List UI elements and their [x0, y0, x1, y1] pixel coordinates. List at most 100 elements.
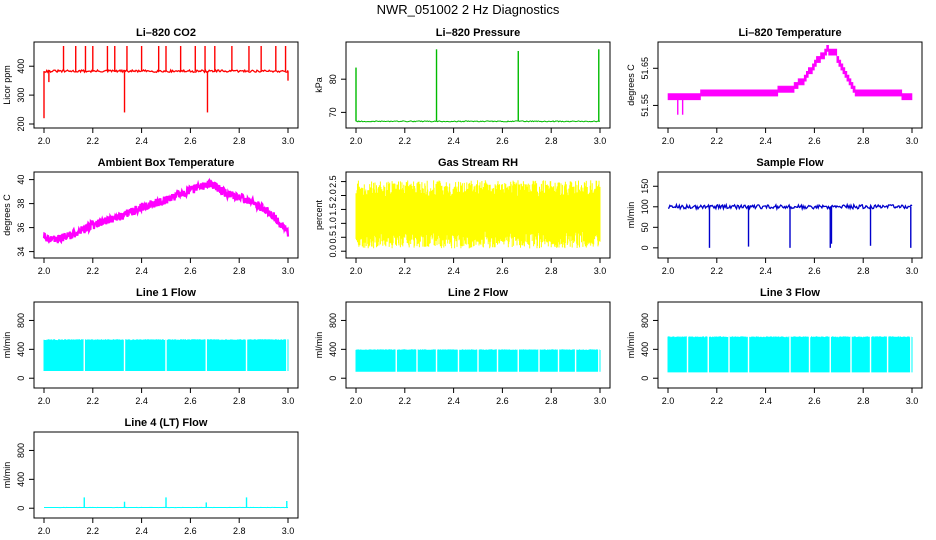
- panel-9-xtick-label: 2.4: [759, 396, 772, 406]
- page-title: NWR_051002 2 Hz Diagnostics: [376, 2, 560, 17]
- panel-1-xtick-label: 2.0: [38, 136, 51, 146]
- panel-5-gas-stream-rh-chart: Gas Stream RH percent 2.0 2.2 2.4 2.6 2.8 3.0 0.…: [314, 157, 611, 276]
- panel-10-xtick-label: 2.2: [87, 526, 100, 536]
- panel-9-ytick-label: 800: [640, 313, 650, 328]
- panel-6-ylabel: ml/min: [626, 202, 636, 229]
- panel-5-xtick-label: 2.0: [350, 266, 363, 276]
- panel-1-xtick-label: 2.8: [233, 136, 246, 146]
- panel-5-ytick-label: 1.0: [328, 217, 338, 230]
- panel-9-series-line-3-fill: [667, 336, 913, 373]
- panel-4-ylabel: degrees C: [2, 194, 12, 236]
- panel-8-xtick-label: 3.0: [594, 396, 607, 406]
- panel-8-frame: [345, 301, 611, 389]
- panel-6-xtick-label: 2.6: [808, 266, 821, 276]
- panel-10-ytick-label: 0: [16, 506, 26, 511]
- panel-4-xtick-label: 2.2: [87, 266, 100, 276]
- panel-10-line-4-lt-flow-chart: Line 4 (LT) Flow ml/min 2.0 2.2 2.4 2.6 2.8 3.0…: [2, 417, 299, 536]
- panel-7-frame: [33, 301, 299, 389]
- panel-10-xtick-label: 2.8: [233, 526, 246, 536]
- panel-1-xtick-label: 2.6: [184, 136, 197, 146]
- panel-9-ytick-label: 400: [640, 342, 650, 357]
- panel-6-ytick-label: 150: [640, 179, 650, 194]
- panel-8-title: Line 2 Flow: [448, 287, 508, 299]
- panel-3-ytick-label: 51.55: [640, 94, 650, 117]
- panel-3-xtick-label: 2.2: [711, 136, 724, 146]
- panel-8-ytick-label: 0: [328, 376, 338, 381]
- panel-6-xtick-label: 2.4: [759, 266, 772, 276]
- panel-10-title: Line 4 (LT) Flow: [125, 417, 208, 429]
- panel-4-title: Ambient Box Temperature: [98, 157, 235, 169]
- panel-10-ytick-label: 800: [16, 443, 26, 458]
- panel-5-xtick-label: 3.0: [594, 266, 607, 276]
- panel-6-ytick-label: 50: [640, 222, 650, 232]
- panel-4-ambient-box-temperature-chart: Ambient Box Temperature degrees C 2.0 2.2 2.…: [2, 157, 299, 276]
- panel-5-xtick-label: 2.8: [545, 266, 558, 276]
- panel-8-xtick-label: 2.2: [399, 396, 412, 406]
- panel-3-frame: [657, 41, 923, 129]
- panel-4-ytick-label: 34: [16, 247, 26, 257]
- panel-7-ytick-label: 0: [16, 376, 26, 381]
- panel-8-ytick-label: 800: [328, 313, 338, 328]
- panel-5-ytick-label: 0.0: [328, 245, 338, 258]
- panel-3-title: Li–820 Temperature: [738, 27, 841, 39]
- panel-6-xtick-label: 3.0: [906, 266, 919, 276]
- panel-7-title: Line 1 Flow: [136, 287, 196, 299]
- panel-6-ytick-label: 0: [640, 245, 650, 250]
- panel-7-line-1-flow-chart: Line 1 Flow ml/min 2.0 2.2 2.4 2.6 2.8 3.0 0 400 8…: [2, 287, 299, 406]
- panel-8-ylabel: ml/min: [314, 332, 324, 359]
- panel-3-xtick-label: 2.6: [808, 136, 821, 146]
- panel-10-frame: [33, 431, 299, 519]
- panel-5-ytick-label: 1.5: [328, 203, 338, 216]
- panel-9-xtick-label: 2.0: [662, 396, 675, 406]
- panel-2-ytick-label: 80: [328, 74, 338, 84]
- panel-9-ylabel: ml/min: [626, 332, 636, 359]
- panel-5-title: Gas Stream RH: [438, 157, 518, 169]
- panel-4-xtick-label: 2.0: [38, 266, 51, 276]
- panel-7-ylabel: ml/min: [2, 332, 12, 359]
- panel-10-xtick-label: 2.6: [184, 526, 197, 536]
- panel-10-ytick-label: 400: [16, 472, 26, 487]
- panel-4-xtick-label: 3.0: [282, 266, 295, 276]
- panel-10-xtick-label: 3.0: [282, 526, 295, 536]
- panel-6-xtick-label: 2.8: [857, 266, 870, 276]
- panel-1-ytick-label: 200: [16, 116, 26, 131]
- panel-1-title: Li–820 CO2: [136, 27, 196, 39]
- panel-1-ytick-label: 300: [16, 88, 26, 103]
- panel-7-xtick-label: 2.8: [233, 396, 246, 406]
- panel-2-xtick-label: 2.6: [496, 136, 509, 146]
- panel-3-xtick-label: 2.0: [662, 136, 675, 146]
- panel-9-xtick-label: 2.2: [711, 396, 724, 406]
- panel-10-xtick-label: 2.0: [38, 526, 51, 536]
- panel-5-ytick-label: 2.5: [328, 175, 338, 188]
- panel-8-line-2-flow-chart: Line 2 Flow ml/min 2.0 2.2 2.4 2.6 2.8 3.0 0 400 8…: [314, 287, 611, 406]
- panel-6-title: Sample Flow: [756, 157, 824, 169]
- panel-4-ytick-label: 36: [16, 223, 26, 233]
- panel-9-title: Line 3 Flow: [760, 287, 820, 299]
- panel-6-xtick-label: 2.2: [711, 266, 724, 276]
- panel-2-xtick-label: 2.4: [447, 136, 460, 146]
- panel-2-frame: [345, 41, 611, 129]
- panel-5-ytick-label: 2.0: [328, 189, 338, 202]
- panel-7-ytick-label: 400: [16, 342, 26, 357]
- panel-2-xtick-label: 2.0: [350, 136, 363, 146]
- panel-6-frame: [657, 171, 923, 259]
- panel-2-ylabel: kPa: [314, 77, 324, 93]
- panel-1-xtick-label: 2.2: [87, 136, 100, 146]
- panel-8-xtick-label: 2.8: [545, 396, 558, 406]
- panel-4-frame: [33, 171, 299, 259]
- panel-9-xtick-label: 3.0: [906, 396, 919, 406]
- panel-8-ytick-label: 400: [328, 342, 338, 357]
- panel-10-xtick-label: 2.4: [135, 526, 148, 536]
- panel-5-ylabel: percent: [314, 199, 324, 230]
- panel-3-ylabel: degrees C: [626, 64, 636, 106]
- panel-6-ytick-label: 100: [640, 199, 650, 214]
- panel-4-xtick-label: 2.6: [184, 266, 197, 276]
- panel-1-ytick-label: 400: [16, 59, 26, 74]
- panel-7-xtick-label: 3.0: [282, 396, 295, 406]
- panel-3-ytick-label: 51.65: [640, 57, 650, 80]
- panel-4-xtick-label: 2.8: [233, 266, 246, 276]
- panel-3-li-820-temperature-chart: Li–820 Temperature degrees C 2.0 2.2 2.4 2.6 2…: [626, 27, 923, 146]
- panel-7-xtick-label: 2.0: [38, 396, 51, 406]
- panel-4-ytick-label: 40: [16, 175, 26, 185]
